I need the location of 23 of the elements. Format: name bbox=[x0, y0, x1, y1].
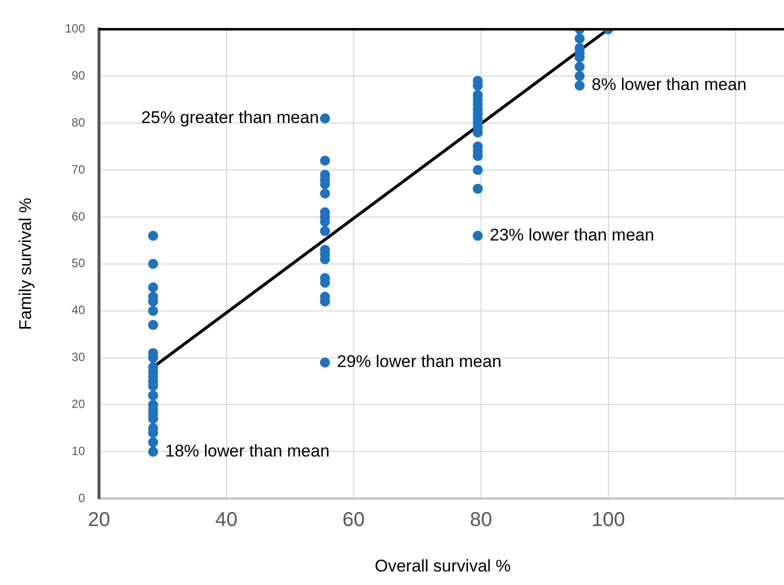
y-tick-label: 50 bbox=[72, 256, 86, 270]
y-tick-label: 0 bbox=[78, 490, 86, 505]
y-axis-title: Family survival % bbox=[16, 198, 35, 330]
y-tick-label: 100 bbox=[64, 22, 86, 36]
y-tick-label: 60 bbox=[72, 209, 86, 224]
y-tick-label: 40 bbox=[72, 303, 86, 318]
y-tick-label: 20 bbox=[72, 397, 86, 412]
y-tick-label: 80 bbox=[72, 115, 86, 130]
annotation: 18% lower than mean bbox=[165, 441, 330, 460]
y-tick-label: 10 bbox=[72, 444, 86, 458]
x-tick-label: 100 bbox=[592, 509, 625, 532]
annotation: 29% lower than mean bbox=[336, 352, 502, 372]
x-tick-label: 20 bbox=[88, 509, 110, 532]
x-tick-label: 40 bbox=[215, 509, 238, 532]
y-tick-label: 70 bbox=[72, 162, 86, 176]
annotation: 23% lower than mean bbox=[490, 225, 654, 244]
y-tick-label: 30 bbox=[72, 350, 86, 364]
x-tick-label: 80 bbox=[470, 509, 492, 532]
y-tick-label: 90 bbox=[72, 68, 86, 82]
x-tick-label: 60 bbox=[342, 509, 365, 532]
x-axis-title: Overall survival % bbox=[374, 556, 511, 576]
annotation: 25% greater than mean bbox=[141, 108, 319, 128]
annotation: 8% lower than mean bbox=[592, 75, 747, 94]
